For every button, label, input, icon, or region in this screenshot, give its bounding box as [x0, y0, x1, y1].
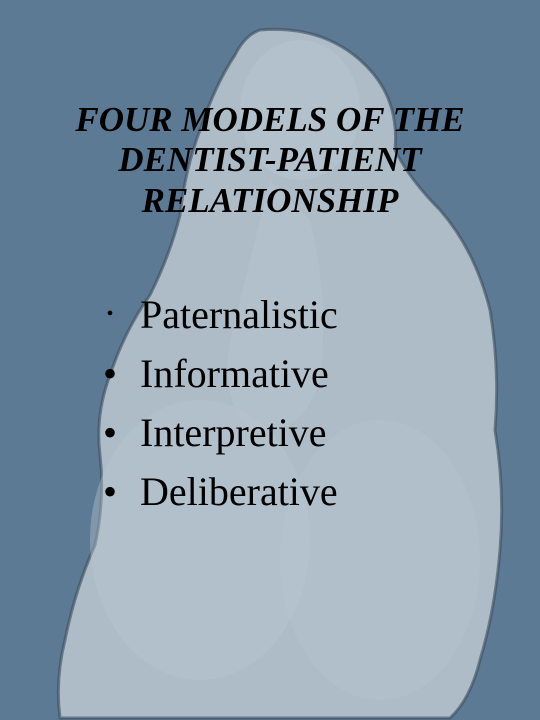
bullet-text: Informative: [140, 350, 329, 397]
list-item: • Interpretive: [90, 409, 540, 456]
slide-title: FOUR MODELS OF THE DENTIST-PATIENT RELAT…: [0, 100, 540, 221]
bullet-marker: •: [90, 468, 130, 515]
bullet-text: Deliberative: [140, 468, 338, 515]
bullet-list: • Paternalistic • Informative • Interpre…: [0, 291, 540, 515]
bullet-text: Paternalistic: [140, 291, 338, 338]
bullet-marker: •: [90, 350, 130, 397]
list-item: • Deliberative: [90, 468, 540, 515]
list-item: • Paternalistic: [90, 291, 540, 338]
list-item: • Informative: [90, 350, 540, 397]
bullet-text: Interpretive: [140, 409, 327, 456]
bullet-marker: •: [90, 303, 130, 326]
bullet-marker: •: [90, 409, 130, 456]
